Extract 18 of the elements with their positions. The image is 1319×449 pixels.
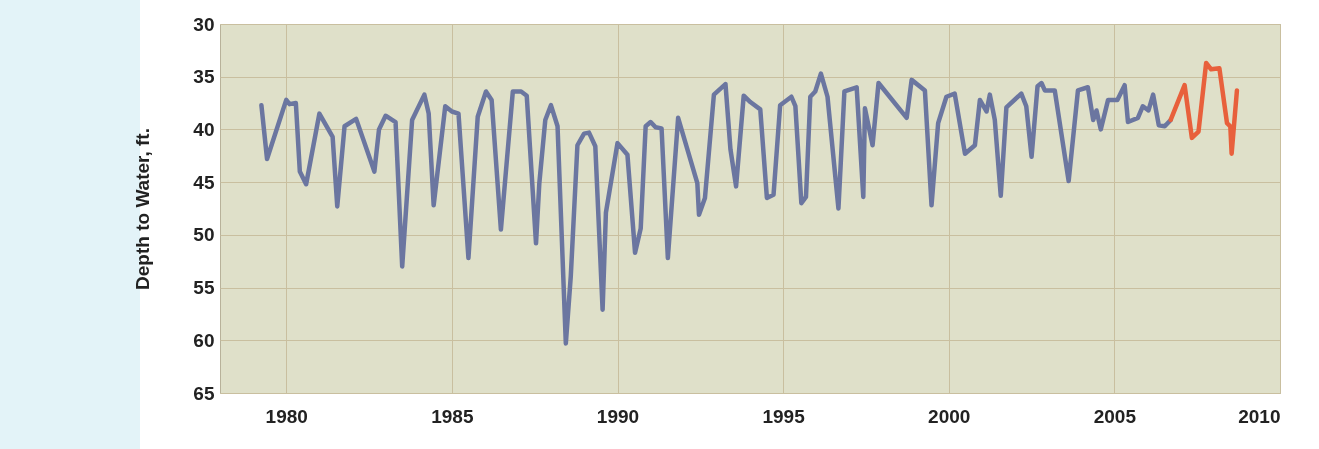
x-tick-label: 1995 [762, 405, 806, 427]
x-tick-label: 1990 [596, 405, 640, 427]
y-axis-title: Depth to Water, ft. [132, 128, 154, 290]
y-tick-label: 60 [193, 329, 215, 351]
y-tick-label: 30 [193, 13, 215, 35]
x-tick-label: 2005 [1093, 405, 1137, 427]
x-tick-label: 2010 [1238, 405, 1281, 427]
line-series [259, 71, 1173, 346]
y-tick-label: 55 [193, 277, 215, 299]
y-tick-label: 40 [193, 118, 215, 140]
y-tick-label: 35 [193, 66, 215, 88]
y-tick-label: 50 [193, 224, 215, 246]
y-tick-label: 65 [193, 382, 215, 404]
x-tick-label: 1985 [431, 405, 474, 427]
y-tick-label: 45 [193, 171, 215, 193]
x-tick-label: 2000 [928, 405, 971, 427]
x-tick-label: 1980 [265, 405, 308, 427]
line-series [1168, 60, 1240, 156]
